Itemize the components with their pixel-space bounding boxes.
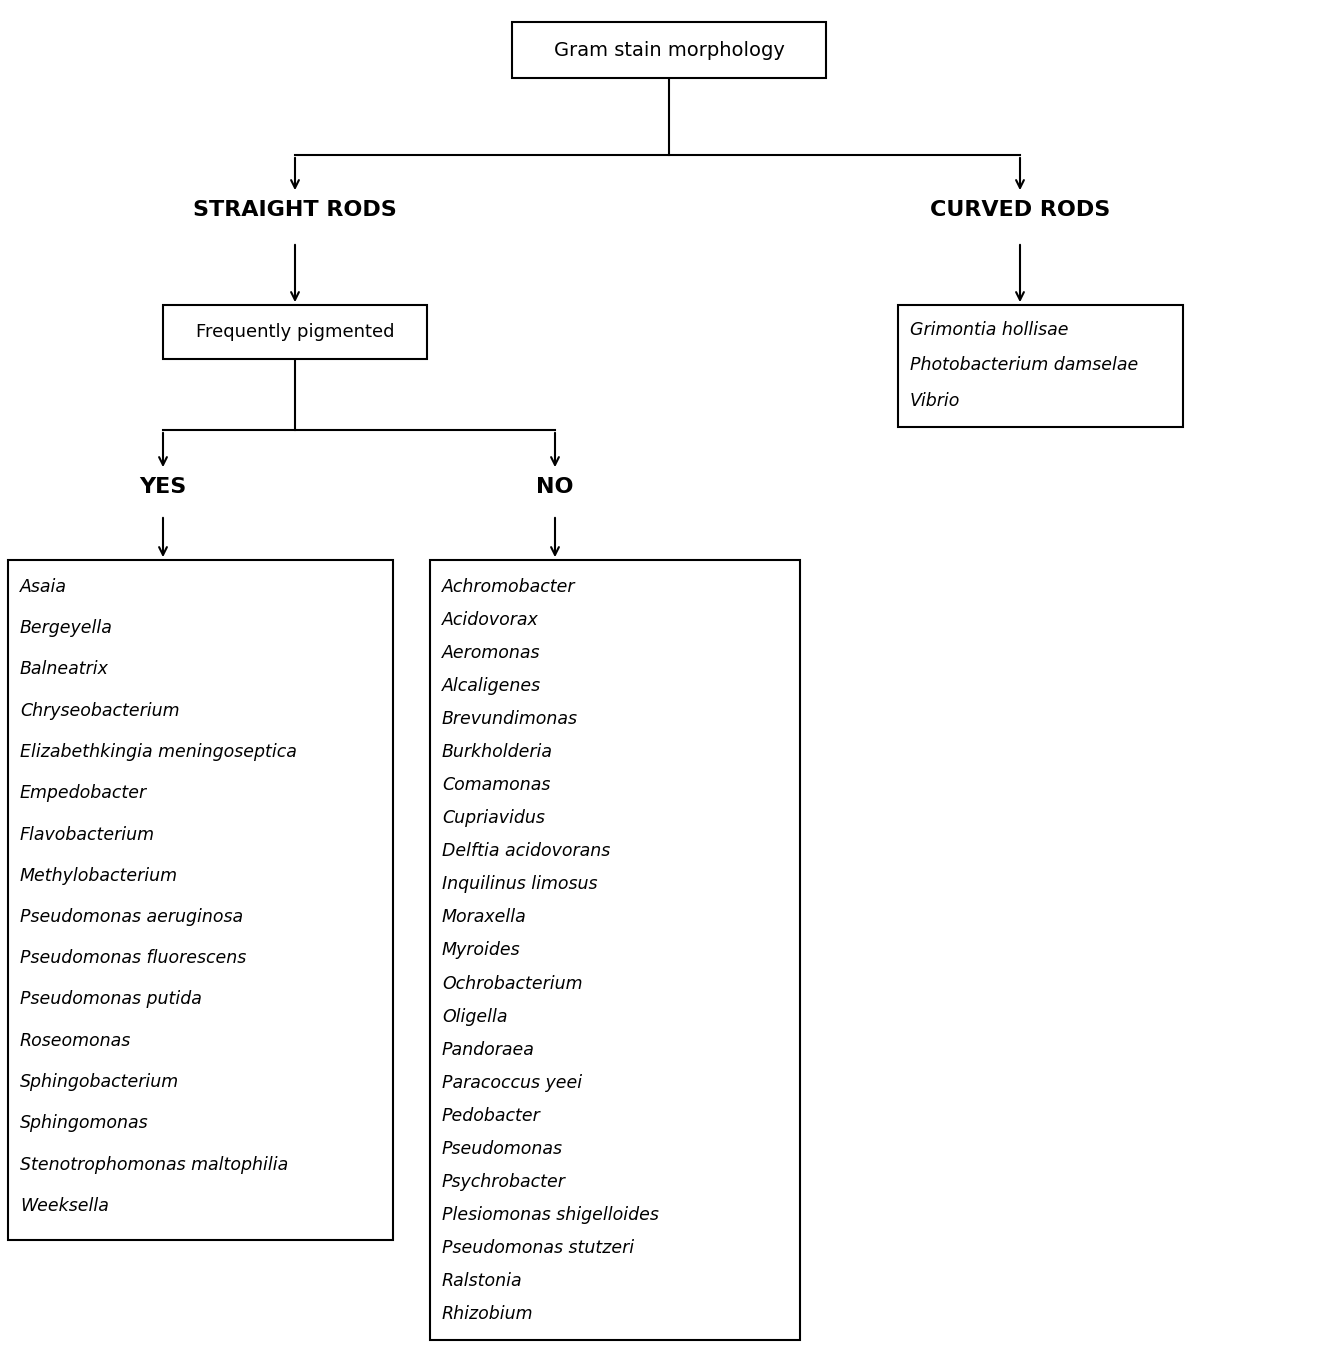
- Text: Frequently pigmented: Frequently pigmented: [195, 322, 394, 342]
- Text: Achromobacter: Achromobacter: [442, 578, 576, 596]
- Text: Sphingomonas: Sphingomonas: [20, 1115, 149, 1132]
- Text: Pseudomonas: Pseudomonas: [442, 1139, 562, 1158]
- Text: Balneatrix: Balneatrix: [20, 661, 108, 679]
- Text: Ochrobacterium: Ochrobacterium: [442, 974, 582, 993]
- Text: CURVED RODS: CURVED RODS: [929, 199, 1110, 220]
- Bar: [8, 560, 394, 1240]
- Text: Pseudomonas putida: Pseudomonas putida: [20, 990, 202, 1008]
- Text: Myroides: Myroides: [442, 941, 521, 959]
- Text: Asaia: Asaia: [20, 578, 67, 596]
- Text: Roseomonas: Roseomonas: [20, 1031, 131, 1049]
- Text: Gram stain morphology: Gram stain morphology: [553, 41, 785, 60]
- Text: Chryseobacterium: Chryseobacterium: [20, 702, 179, 720]
- Bar: [511, 22, 826, 78]
- Text: Acidovorax: Acidovorax: [442, 611, 538, 630]
- Text: NO: NO: [536, 477, 573, 497]
- Text: Rhizobium: Rhizobium: [442, 1305, 533, 1322]
- Text: Brevundimonas: Brevundimonas: [442, 710, 578, 728]
- Text: Weeksella: Weeksella: [20, 1197, 108, 1214]
- Text: Oligella: Oligella: [442, 1008, 507, 1026]
- Text: Flavobacterium: Flavobacterium: [20, 825, 155, 843]
- Bar: [897, 305, 1182, 428]
- Text: Cupriavidus: Cupriavidus: [442, 809, 545, 828]
- Text: Methylobacterium: Methylobacterium: [20, 867, 178, 885]
- Text: Vibrio: Vibrio: [909, 392, 960, 410]
- Bar: [163, 305, 427, 359]
- Text: STRAIGHT RODS: STRAIGHT RODS: [193, 199, 396, 220]
- Text: Elizabethkingia meningoseptica: Elizabethkingia meningoseptica: [20, 743, 297, 761]
- Text: Bergeyella: Bergeyella: [20, 619, 112, 638]
- Text: Empedobacter: Empedobacter: [20, 784, 147, 802]
- Text: Pseudomonas fluorescens: Pseudomonas fluorescens: [20, 949, 246, 967]
- Text: Moraxella: Moraxella: [442, 908, 526, 926]
- Text: Burkholderia: Burkholderia: [442, 743, 553, 761]
- Text: Photobacterium damselae: Photobacterium damselae: [909, 357, 1138, 374]
- Text: Stenotrophomonas maltophilia: Stenotrophomonas maltophilia: [20, 1156, 288, 1173]
- Text: Psychrobacter: Psychrobacter: [442, 1173, 566, 1191]
- Text: Pseudomonas stutzeri: Pseudomonas stutzeri: [442, 1239, 635, 1257]
- Text: YES: YES: [139, 477, 186, 497]
- Text: Aeromonas: Aeromonas: [442, 645, 541, 663]
- Bar: [430, 560, 799, 1340]
- Text: Alcaligenes: Alcaligenes: [442, 678, 541, 695]
- Text: Ralstonia: Ralstonia: [442, 1272, 522, 1290]
- Text: Pandoraea: Pandoraea: [442, 1041, 534, 1059]
- Text: Pseudomonas aeruginosa: Pseudomonas aeruginosa: [20, 908, 244, 926]
- Text: Sphingobacterium: Sphingobacterium: [20, 1074, 179, 1091]
- Text: Inquilinus limosus: Inquilinus limosus: [442, 876, 597, 893]
- Text: Comamonas: Comamonas: [442, 776, 550, 794]
- Text: Pedobacter: Pedobacter: [442, 1106, 541, 1124]
- Text: Plesiomonas shigelloides: Plesiomonas shigelloides: [442, 1206, 659, 1224]
- Text: Delftia acidovorans: Delftia acidovorans: [442, 843, 611, 861]
- Text: Grimontia hollisae: Grimontia hollisae: [909, 321, 1069, 339]
- Text: Paracoccus yeei: Paracoccus yeei: [442, 1074, 582, 1091]
